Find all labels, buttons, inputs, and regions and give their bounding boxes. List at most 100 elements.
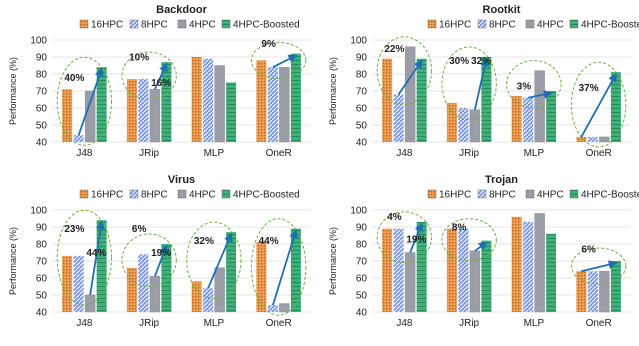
highlight-ellipse-oner xyxy=(250,41,307,79)
bar-16hpc-j48 xyxy=(382,58,393,143)
bar-16hpc-mlp xyxy=(511,216,522,312)
legend-swatch-16hpc xyxy=(79,189,89,199)
bar-16hpc-jrip xyxy=(126,267,137,312)
y-tick-label: 40 xyxy=(356,138,368,149)
x-tick-label: JRip xyxy=(459,318,479,329)
highlight-ellipse-jrip xyxy=(121,51,177,100)
bar-4hpc-j48 xyxy=(84,90,96,143)
y-tick-label: 100 xyxy=(350,36,367,47)
improvement-label: 32% xyxy=(471,56,491,67)
improvement-arrow-jrip xyxy=(474,241,488,252)
highlight-ellipse-j48 xyxy=(376,36,433,105)
y-tick-label: 50 xyxy=(36,121,48,132)
bar-8hpc-oner xyxy=(587,136,598,142)
bar-8hpc-oner xyxy=(267,67,278,142)
highlight-ellipse-jrip xyxy=(121,233,177,287)
improvement-label: 32% xyxy=(194,236,214,247)
legend-label-8hpc: 8HPC xyxy=(141,190,168,201)
highlight-ellipse-jrip xyxy=(441,46,497,121)
highlight-ellipse-oner xyxy=(570,61,627,148)
legend-label-8hpc: 8HPC xyxy=(141,20,168,31)
legend-swatch-4hpc-boosted xyxy=(221,189,231,199)
improvement-label: 44% xyxy=(259,236,279,247)
bar-4hpc-boosted-j48 xyxy=(96,220,107,312)
legend-label-4hpc: 4HPC xyxy=(189,20,216,31)
legend-label-4hpc-boosted: 4HPC-Boosted xyxy=(233,190,300,201)
improvement-label: 30% xyxy=(449,56,469,67)
legend-swatch-4hpc xyxy=(177,19,187,29)
bar-16hpc-oner xyxy=(256,60,267,142)
improvement-arrow-oner xyxy=(580,72,617,138)
highlight-ellipse-mlp xyxy=(506,60,562,109)
bar-8hpc-oner xyxy=(587,271,598,312)
improvement-label: 40% xyxy=(64,73,84,84)
y-tick-label: 100 xyxy=(30,36,47,47)
legend-swatch-4hpc xyxy=(177,189,187,199)
legend-label-8hpc: 8HPC xyxy=(489,190,516,201)
bar-4hpc-j48 xyxy=(84,294,96,313)
y-tick-label: 40 xyxy=(36,138,48,149)
legend-swatch-16hpc xyxy=(427,189,437,199)
x-tick-label: MLP xyxy=(524,148,545,159)
improvement-label: 9% xyxy=(261,39,276,50)
legend-swatch-4hpc-boosted xyxy=(569,19,579,29)
bar-4hpc-boosted-mlp xyxy=(226,82,237,142)
bar-8hpc-j48 xyxy=(393,228,404,312)
highlight-ellipse-j48 xyxy=(376,211,433,263)
legend-label-4hpc: 4HPC xyxy=(189,190,216,201)
legend-swatch-8hpc xyxy=(129,19,139,29)
x-tick-label: JRip xyxy=(139,148,159,159)
bar-16hpc-oner xyxy=(256,242,267,312)
legend-swatch-4hpc-boosted xyxy=(221,19,231,29)
legend-label-16hpc: 16HPC xyxy=(439,190,471,201)
bar-4hpc-jrip xyxy=(149,276,161,313)
legend-label-4hpc-boosted: 4HPC-Boosted xyxy=(581,20,639,31)
x-tick-label: MLP xyxy=(524,318,545,329)
y-axis-label: Performance (%) xyxy=(8,57,18,125)
legend-swatch-8hpc xyxy=(477,189,487,199)
x-tick-label: J48 xyxy=(396,318,413,329)
improvement-label: 16% xyxy=(151,78,171,89)
bar-4hpc-mlp xyxy=(214,267,225,313)
highlight-ellipse-jrip xyxy=(441,218,497,262)
bar-4hpc-boosted-j48 xyxy=(96,67,107,142)
y-tick-label: 80 xyxy=(356,70,368,81)
bar-8hpc-j48 xyxy=(73,135,84,142)
improvement-arrow-oner xyxy=(272,228,299,306)
improvement-arrow-j48 xyxy=(397,59,423,95)
legend-label-16hpc: 16HPC xyxy=(439,20,471,31)
improvement-arrow-jrip xyxy=(154,244,169,277)
highlight-ellipse-oner xyxy=(250,218,307,316)
y-tick-label: 70 xyxy=(36,87,48,98)
legend-label-16hpc: 16HPC xyxy=(91,190,123,201)
improvement-label: 10% xyxy=(129,52,149,63)
y-tick-label: 50 xyxy=(356,291,368,302)
y-tick-label: 90 xyxy=(356,223,368,234)
y-tick-label: 90 xyxy=(356,53,368,64)
improvement-label: 3% xyxy=(517,81,532,92)
highlight-ellipse-j48 xyxy=(56,209,113,306)
bar-8hpc-oner xyxy=(267,305,278,312)
bar-4hpc-boosted-jrip xyxy=(481,57,492,142)
y-tick-label: 50 xyxy=(356,121,368,132)
legend-swatch-16hpc xyxy=(79,19,89,29)
bar-4hpc-boosted-mlp xyxy=(546,91,557,142)
y-tick-label: 70 xyxy=(356,87,368,98)
bar-4hpc-boosted-j48 xyxy=(416,58,427,143)
chart-panel-virus: Virus 16HPC 8HPC 4HPC 4HPC-Boosted 40 50 60 70 80… xyxy=(8,174,311,329)
improvement-label: 44% xyxy=(86,248,106,259)
bar-4hpc-boosted-oner xyxy=(610,261,621,312)
y-tick-label: 40 xyxy=(36,308,48,319)
improvement-label: 23% xyxy=(64,224,84,235)
y-tick-label: 40 xyxy=(356,308,368,319)
bar-4hpc-boosted-mlp xyxy=(226,232,237,312)
chart-title: Trojan xyxy=(485,174,518,186)
bar-8hpc-jrip xyxy=(458,108,469,142)
chart-title: Virus xyxy=(168,174,195,186)
bar-4hpc-boosted-j48 xyxy=(416,221,427,312)
bar-8hpc-jrip xyxy=(458,228,469,312)
y-tick-label: 90 xyxy=(36,53,48,64)
x-tick-label: J48 xyxy=(396,148,413,159)
